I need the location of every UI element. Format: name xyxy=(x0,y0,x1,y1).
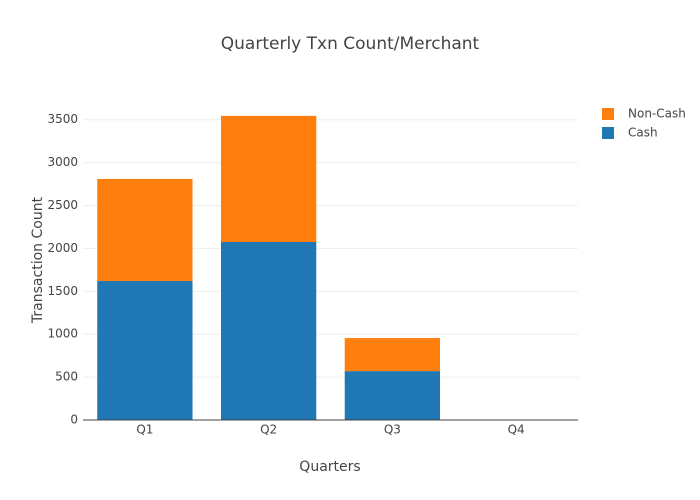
y-tick-label: 500 xyxy=(55,370,78,384)
bar-segment xyxy=(344,338,441,372)
chart-title: Quarterly Txn Count/Merchant xyxy=(221,34,480,54)
y-tick-label: 3500 xyxy=(47,112,78,126)
y-axis-title: Transaction Count xyxy=(30,196,46,324)
x-tick-label: Q3 xyxy=(384,423,401,437)
y-tick-label: 1500 xyxy=(47,284,78,298)
bar-segment xyxy=(97,281,193,420)
bar-segment xyxy=(220,115,317,242)
y-tick-label: 0 xyxy=(70,413,78,427)
x-tick-label: Q2 xyxy=(260,423,277,437)
legend-label: Cash xyxy=(628,126,658,140)
y-tick-label: 1000 xyxy=(47,327,78,341)
y-tick-label: 2500 xyxy=(47,198,78,212)
x-tick-label: Q1 xyxy=(136,423,153,437)
x-tick-label: Q4 xyxy=(508,423,525,437)
y-tick-label: 2000 xyxy=(47,241,78,255)
y-tick-label: 3000 xyxy=(47,155,78,169)
bar-segment xyxy=(220,241,317,420)
legend-label: Non-Cash xyxy=(628,107,686,121)
legend-swatch xyxy=(602,127,614,139)
x-axis-title: Quarters xyxy=(299,459,360,475)
bar-segment xyxy=(344,371,441,420)
legend-swatch xyxy=(602,108,614,120)
bar-segment xyxy=(97,178,193,282)
